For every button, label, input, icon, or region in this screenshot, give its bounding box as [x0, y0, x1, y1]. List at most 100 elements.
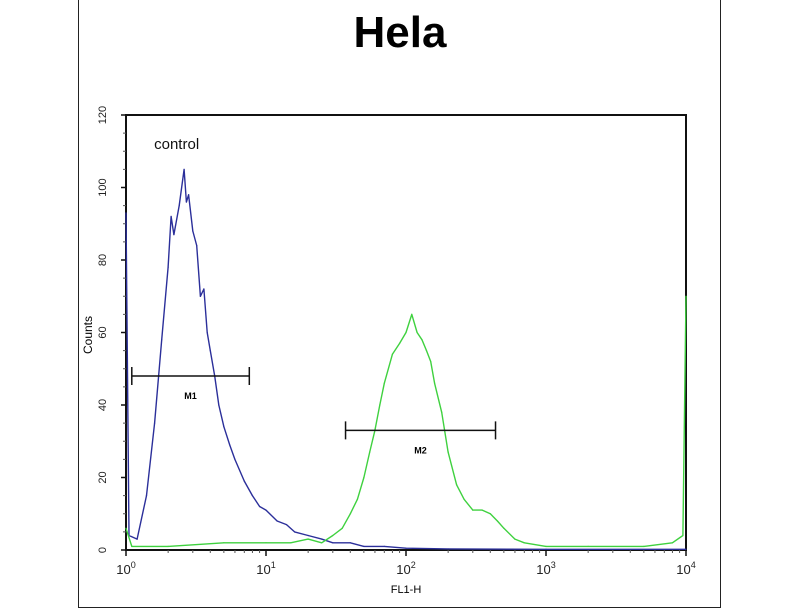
- x-tick-exponent: 3: [551, 560, 556, 570]
- data-point: [496, 520, 499, 522]
- x-tick-label: 102: [396, 560, 415, 577]
- data-point: [307, 534, 309, 537]
- data-point: [349, 542, 351, 544]
- x-tick-label: 100: [116, 560, 135, 577]
- data-point: [167, 545, 169, 547]
- data-point: [307, 538, 309, 540]
- data-point: [349, 513, 351, 515]
- data-point: [332, 534, 334, 537]
- data-point: [481, 509, 483, 511]
- data-point: [183, 168, 185, 170]
- y-tick-label: 0: [97, 547, 109, 553]
- x-tick-base: 10: [536, 562, 550, 577]
- data-point: [229, 444, 231, 446]
- x-axis-label: FL1-H: [391, 584, 422, 596]
- x-tick-label: 101: [256, 560, 275, 577]
- data-point: [251, 495, 254, 497]
- data-point: [421, 339, 423, 341]
- data-point: [447, 548, 449, 550]
- data-point: [433, 382, 436, 384]
- data-point: [185, 201, 187, 203]
- data-point: [383, 382, 385, 384]
- data-point: [363, 476, 365, 479]
- data-point: [369, 451, 371, 453]
- data-point: [188, 194, 190, 196]
- data-point: [447, 451, 449, 453]
- data-point: [136, 538, 138, 540]
- data-point: [416, 331, 418, 334]
- data-point: [523, 542, 525, 544]
- histogram-series-2: [125, 296, 687, 548]
- data-point: [290, 542, 292, 544]
- data-point: [430, 360, 432, 363]
- data-point: [203, 288, 205, 290]
- data-point: [545, 548, 547, 550]
- data-point: [199, 295, 202, 297]
- data-point: [332, 542, 334, 544]
- data-point: [643, 545, 645, 547]
- data-point: [685, 295, 687, 297]
- y-tick-label: 120: [97, 106, 109, 124]
- marker-label: M2: [414, 445, 427, 455]
- data-point: [145, 495, 148, 497]
- data-point: [472, 509, 474, 511]
- data-point: [234, 458, 236, 460]
- data-point: [489, 513, 491, 515]
- data-point: [398, 342, 401, 344]
- y-tick-label: 40: [97, 399, 109, 411]
- data-point: [682, 534, 684, 537]
- data-point: [173, 234, 175, 236]
- data-point: [206, 331, 208, 334]
- data-point: [178, 205, 180, 207]
- data-point: [671, 542, 674, 544]
- data-point: [223, 426, 225, 428]
- x-tick-exponent: 1: [271, 560, 276, 570]
- data-point: [405, 547, 407, 549]
- data-point: [587, 545, 589, 547]
- histogram-series-1: [125, 168, 686, 550]
- data-point: [125, 527, 127, 529]
- data-point: [265, 542, 267, 544]
- data-point: [209, 350, 211, 352]
- data-point: [218, 404, 220, 406]
- data-point: [545, 545, 547, 547]
- y-tick-label: 100: [97, 178, 109, 196]
- data-point: [161, 339, 163, 341]
- data-point: [285, 524, 288, 526]
- data-point: [503, 527, 505, 529]
- data-point: [125, 212, 127, 214]
- data-point: [341, 527, 343, 529]
- x-tick-exponent: 2: [411, 560, 416, 570]
- data-point: [170, 215, 172, 218]
- data-point: [223, 542, 225, 544]
- data-point: [383, 545, 385, 547]
- data-point: [356, 498, 359, 500]
- annotation-label: control: [154, 136, 199, 153]
- data-point: [167, 266, 169, 268]
- x-tick-base: 10: [396, 562, 410, 577]
- data-point: [258, 505, 261, 508]
- data-point: [192, 230, 194, 232]
- y-tick-label: 60: [97, 326, 109, 338]
- x-tick-base: 10: [256, 562, 270, 577]
- data-point: [463, 498, 465, 500]
- data-point: [243, 480, 245, 482]
- data-point: [196, 244, 198, 247]
- data-point: [456, 484, 458, 486]
- marker-label: M1: [184, 391, 197, 401]
- data-point: [411, 313, 413, 315]
- x-tick-base: 10: [116, 562, 130, 577]
- data-point: [321, 538, 323, 540]
- data-point: [293, 531, 296, 533]
- data-point: [153, 422, 156, 424]
- x-tick-base: 10: [676, 562, 690, 577]
- data-point: [405, 331, 407, 334]
- data-point: [321, 542, 323, 544]
- x-tick-label: 104: [676, 560, 695, 577]
- data-point: [685, 548, 687, 550]
- chart-title: Hela: [353, 8, 447, 57]
- data-point: [265, 509, 267, 511]
- y-tick-label: 20: [97, 471, 109, 483]
- x-tick-label: 103: [536, 560, 555, 577]
